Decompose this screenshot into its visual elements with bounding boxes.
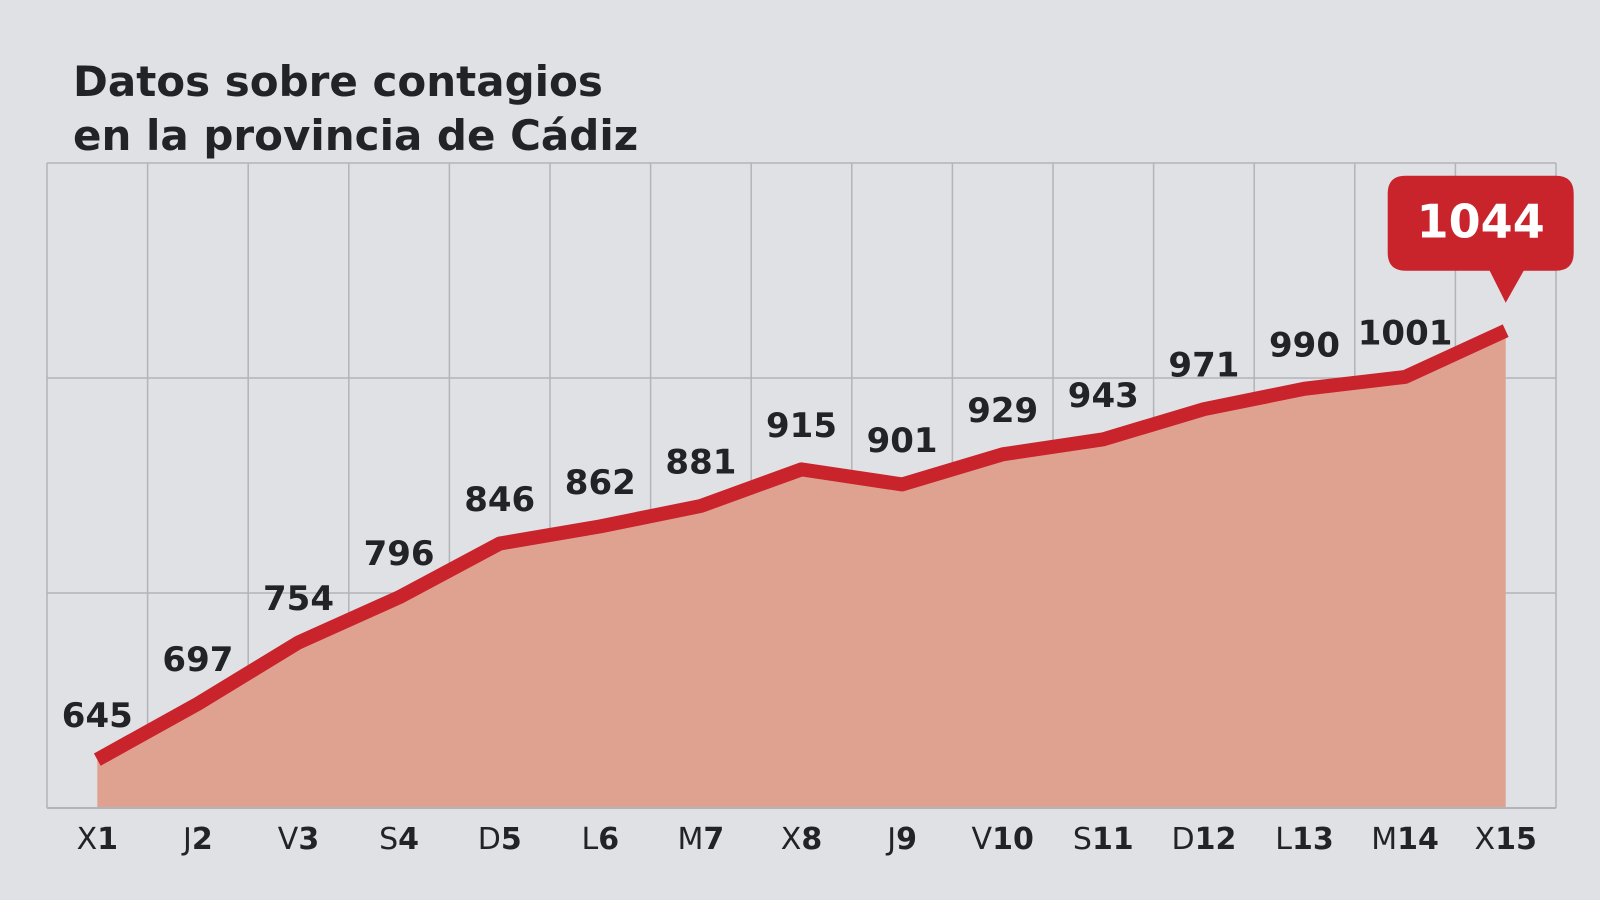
value-label: 971: [1168, 346, 1239, 386]
x-tick-letter: X: [77, 822, 98, 857]
value-label: 929: [967, 391, 1038, 431]
x-tick-letter: V: [278, 822, 299, 857]
chart-title: Datos sobre contagios: [73, 57, 603, 106]
x-tick-label: M7: [678, 822, 725, 857]
x-tick-number: 10: [992, 822, 1034, 857]
x-tick-letter: M: [678, 822, 704, 857]
value-label: 1044: [1417, 195, 1545, 249]
x-tick-number: 9: [896, 822, 917, 857]
x-tick-number: 1: [97, 822, 118, 857]
x-tick-letter: J: [885, 822, 896, 857]
x-tick-label: V10: [972, 822, 1034, 857]
value-label: 1001: [1358, 313, 1453, 353]
value-label: 645: [62, 696, 133, 736]
x-tick-label: D12: [1171, 822, 1236, 857]
x-tick-label: S4: [379, 822, 419, 857]
x-tick-label: X8: [781, 822, 822, 857]
value-label: 697: [162, 640, 233, 680]
value-label: 943: [1068, 376, 1139, 416]
x-tick-letter: J: [181, 822, 192, 857]
x-tick-number: 15: [1495, 822, 1537, 857]
x-tick-number: 7: [703, 822, 724, 857]
x-tick-letter: S: [1073, 822, 1092, 857]
x-tick-letter: M: [1371, 822, 1397, 857]
callout: [1387, 175, 1574, 303]
line: [93, 324, 1509, 766]
x-tick-label: L6: [582, 822, 620, 857]
x-tick-label: J9: [885, 822, 917, 857]
x-tick-letter: V: [972, 822, 993, 857]
x-tick-label: V3: [278, 822, 319, 857]
x-tick-letter: D: [1171, 822, 1194, 857]
chart-title: en la provincia de Cádiz: [73, 111, 638, 160]
x-tick-letter: S: [379, 822, 398, 857]
value-label: 862: [565, 463, 636, 503]
x-tick-label: X15: [1475, 822, 1537, 857]
x-tick-letter: L: [1275, 822, 1292, 857]
x-tick-label: J2: [181, 822, 213, 857]
x-tick-number: 6: [598, 822, 619, 857]
x-tick-number: 2: [192, 822, 213, 857]
value-label: 901: [867, 421, 938, 461]
x-tick-number: 5: [501, 822, 522, 857]
x-tick-number: 12: [1195, 822, 1237, 857]
x-tick-letter: D: [478, 822, 501, 857]
value-label: 754: [263, 579, 334, 619]
value-label: 881: [665, 442, 736, 482]
x-tick-letter: X: [781, 822, 802, 857]
x-tick-label: X1: [77, 822, 118, 857]
x-tick-number: 4: [398, 822, 419, 857]
x-tick-label: S11: [1073, 822, 1134, 857]
x-tick-label: M14: [1371, 822, 1439, 857]
x-tick-number: 14: [1397, 822, 1439, 857]
value-label: 915: [766, 406, 837, 446]
value-label: 990: [1269, 325, 1340, 365]
x-tick-label: L13: [1275, 822, 1333, 857]
x-tick-label: D5: [478, 822, 522, 857]
area: [97, 330, 1506, 808]
x-tick-number: 11: [1092, 822, 1134, 857]
x-tick-number: 3: [298, 822, 319, 857]
x-tick-letter: X: [1475, 822, 1496, 857]
value-label: 796: [364, 534, 435, 574]
x-tick-letter: L: [582, 822, 599, 857]
value-label: 846: [464, 480, 535, 520]
x-tick-number: 8: [801, 822, 822, 857]
x-tick-number: 13: [1292, 822, 1334, 857]
